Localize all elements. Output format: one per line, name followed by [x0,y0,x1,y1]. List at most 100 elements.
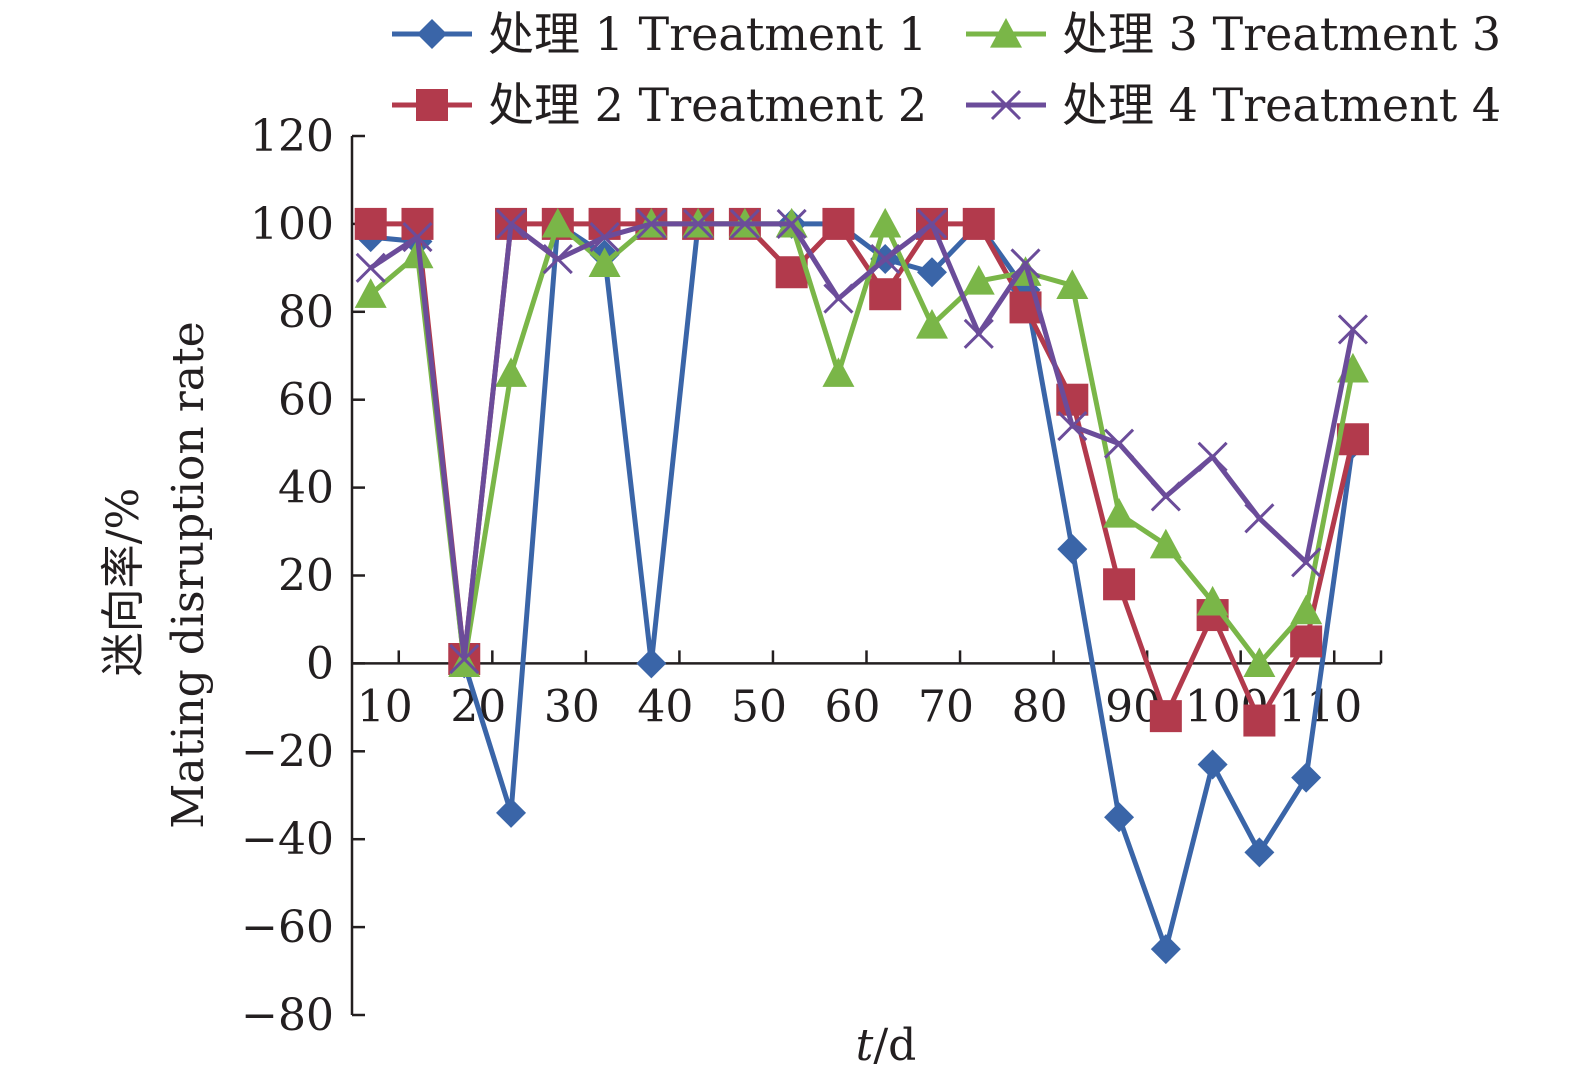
series-layer [354,207,1369,965]
y-tick-label: 40 [278,463,334,514]
data-point [822,357,855,387]
legend-entry-2: 处理 2 Treatment 2 [392,78,927,132]
data-point [916,208,948,239]
data-point [869,207,902,238]
data-point [1057,534,1088,565]
series-2 [354,207,1369,737]
legend-label: 处理 1 Treatment 1 [488,7,927,61]
legend-entry-3: 处理 3 Treatment 3 [966,7,1501,61]
data-point [416,89,448,121]
data-point [962,207,995,240]
data-point [354,207,387,240]
y-tick-label: −40 [241,814,334,865]
data-point [1196,585,1229,616]
data-point [1010,248,1041,279]
data-point [1290,594,1323,625]
data-point [1103,497,1136,528]
data-point [1244,503,1275,534]
x-axis-unit: /d [873,1020,916,1071]
data-point [1104,428,1135,459]
data-point [588,247,621,278]
data-point [916,257,947,288]
y-tick-label: −80 [241,990,334,1041]
data-point [354,278,387,308]
data-point [1103,568,1136,601]
x-tick-label: 40 [637,681,693,732]
data-point [589,222,620,253]
x-axis-variable: t [856,1020,874,1071]
data-point [448,647,481,677]
series-1 [355,208,1368,965]
y-axis-title-line1: 迷向率/% [98,488,149,677]
y-tick-label: 120 [250,111,334,162]
data-point [402,222,433,253]
x-tick-label: 70 [918,681,974,732]
legend: 处理 1 Treatment 1 处理 2 Treatment 2 处理 3 Tre… [392,7,1501,132]
legend-label: 处理 2 Treatment 2 [488,78,927,132]
data-point [1150,934,1181,965]
data-point [1243,647,1276,677]
data-point [495,357,528,387]
data-point [962,265,995,295]
x-tick-label: 50 [731,681,787,732]
data-point [683,208,714,239]
y-tick-label: −20 [241,726,334,777]
y-tick-label: 20 [278,551,334,602]
data-point [1291,547,1322,578]
legend-label: 处理 4 Treatment 4 [1062,78,1501,132]
legend-entry-4: 处理 4 Treatment 4 [966,78,1501,132]
data-point [355,252,386,283]
data-point [1197,749,1228,780]
legend-label: 处理 3 Treatment 3 [1062,7,1501,61]
x-axis-title: t/d [856,1020,917,1071]
series-line [369,221,1356,662]
data-point [870,243,901,275]
data-point [1150,481,1181,512]
y-tick-label: 0 [306,638,334,689]
x-tick-label: 10 [357,681,413,732]
series-line [370,221,1356,724]
data-point [1057,411,1088,442]
data-point [417,19,447,49]
data-point [1337,314,1369,345]
data-point [496,797,527,828]
data-point [542,243,573,275]
data-point [1104,802,1135,833]
y-tick-label: 100 [250,199,334,250]
y-tick-label: −60 [241,902,334,953]
data-point [636,648,667,679]
data-point [636,208,667,239]
data-point [869,278,902,311]
x-tick-label: 60 [825,681,881,732]
data-point [541,207,574,238]
y-axis-title-line2: Mating disruption rate [163,321,214,828]
y-axis-title: 迷向率/% Mating disruption rate [98,321,214,828]
data-point [401,207,434,240]
data-point [990,89,1022,121]
y-tick-label: 80 [278,287,334,338]
data-point [729,208,760,239]
data-point [990,18,1022,48]
series-line [370,221,1356,952]
data-point [1291,762,1322,793]
data-point [1244,837,1275,868]
x-tick-label: 30 [544,681,600,732]
data-point [776,208,807,239]
data-point [1243,704,1276,737]
data-point [1149,700,1182,733]
data-point [1197,441,1228,472]
x-tick-label: 80 [1012,681,1068,732]
data-point [449,643,480,675]
data-point [495,208,527,239]
data-point [1149,528,1182,559]
legend-entry-1: 处理 1 Treatment 1 [392,7,927,61]
series-4 [355,208,1369,675]
series-line [369,221,1356,666]
data-point [822,207,855,240]
data-point [823,283,854,314]
data-point [1056,269,1089,300]
data-point [963,318,994,349]
data-point [1290,625,1323,658]
